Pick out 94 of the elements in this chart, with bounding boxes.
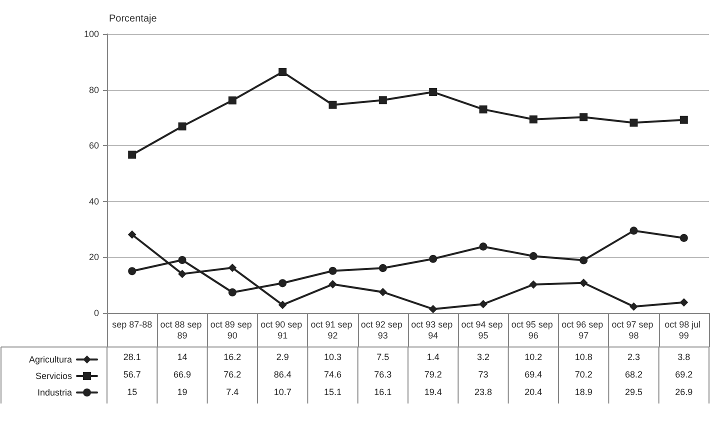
point [429,305,438,314]
y-tick-label: 80 [88,84,99,95]
data-label: 3.8 [678,352,690,362]
x-tick-label: oct 88 sep 89 [160,320,204,340]
point [529,280,538,289]
data-label: 15.1 [324,386,342,397]
point [630,226,638,235]
data-label: 1.4 [426,352,440,362]
data-label: 19 [177,386,188,397]
data-label: 10.7 [274,386,292,397]
point [178,270,186,278]
data-label: 18.9 [574,386,592,397]
point [228,264,236,272]
data-label: 2.3 [627,352,640,362]
x-tick-label: oct 91 sep 92 [310,320,355,340]
y-tick-label: 40 [88,196,99,206]
point [278,300,287,309]
data-label: 7.4 [226,386,239,397]
data-label: 2.9 [276,352,289,362]
data-label: 16.2 [224,352,242,362]
data-label: 28.1 [123,352,141,362]
point [178,256,186,264]
x-tick-label: oct 98 jul 99 [664,320,704,340]
point [630,302,638,311]
y-tick-label: 100 [84,29,99,39]
point [529,252,538,260]
point [128,150,136,159]
data-label: 23.8 [474,386,492,397]
y-axis-title: Porcentaje [109,14,158,24]
x-tick-label: oct 93 sep 94 [411,320,456,340]
data-label: 73 [478,369,488,380]
x-tick-label: oct 96 sep 97 [562,320,606,340]
legend-label: Industria [37,388,72,398]
data-label: 15 [127,386,138,397]
data-label: 79.2 [424,369,442,380]
x-tick-label: oct 95 sep 96 [511,320,556,340]
legend-label: Agricultura [28,354,72,364]
point [680,298,688,306]
point [228,288,236,296]
point [580,278,588,287]
point [328,280,337,288]
point [178,122,186,130]
data-label: 7.5 [376,352,390,362]
x-tick-label: oct 89 sep 90 [210,320,254,340]
data-label: 86.4 [274,369,292,380]
point [630,118,638,127]
x-tick-label: sep 87-88 [112,320,152,330]
data-label: 20.4 [524,386,542,397]
data-label: 10.2 [524,352,542,362]
point [680,234,688,242]
data-label: 10.8 [574,352,592,362]
data-label: 14 [177,352,188,362]
data-label: 74.6 [324,369,342,380]
point [479,105,488,114]
x-tick-label: oct 92 sep 93 [360,320,405,340]
point [429,254,438,263]
data-label: 69.4 [524,369,542,380]
x-tick-label: oct 97 sep 98 [612,320,656,340]
point [479,242,488,251]
x-tick-label: oct 94 sep 95 [461,320,506,340]
point [328,266,337,275]
x-tick-label: oct 90 sep 91 [260,320,305,340]
point [378,96,387,104]
point [378,264,387,272]
point [228,96,236,104]
data-label: 29.5 [624,386,643,397]
legend-label: Servicios [35,371,72,381]
y-tick-label: 0 [94,308,99,318]
data-label: 68.2 [624,369,643,380]
data-label: 76.2 [224,369,242,380]
point [328,100,337,109]
data-label: 26.9 [675,386,693,397]
point [680,116,688,124]
point [580,256,588,264]
data-label: 56.7 [123,369,141,380]
point [429,88,438,96]
point [278,68,287,76]
point [278,279,287,288]
point [580,113,588,122]
point [128,267,136,276]
point [529,115,538,124]
point [128,230,136,239]
data-label: 76.3 [374,369,392,380]
data-label: 10.3 [324,352,342,362]
data-label: 66.9 [173,369,192,380]
point [479,300,488,308]
data-label: 69.2 [675,369,693,380]
y-tick-label: 20 [88,252,99,262]
data-label: 70.2 [574,369,592,380]
y-tick-label: 60 [88,140,99,151]
point [378,288,387,296]
data-label: 16.1 [374,386,392,397]
data-label: 19.4 [424,386,442,397]
data-label: 3.2 [476,352,490,362]
